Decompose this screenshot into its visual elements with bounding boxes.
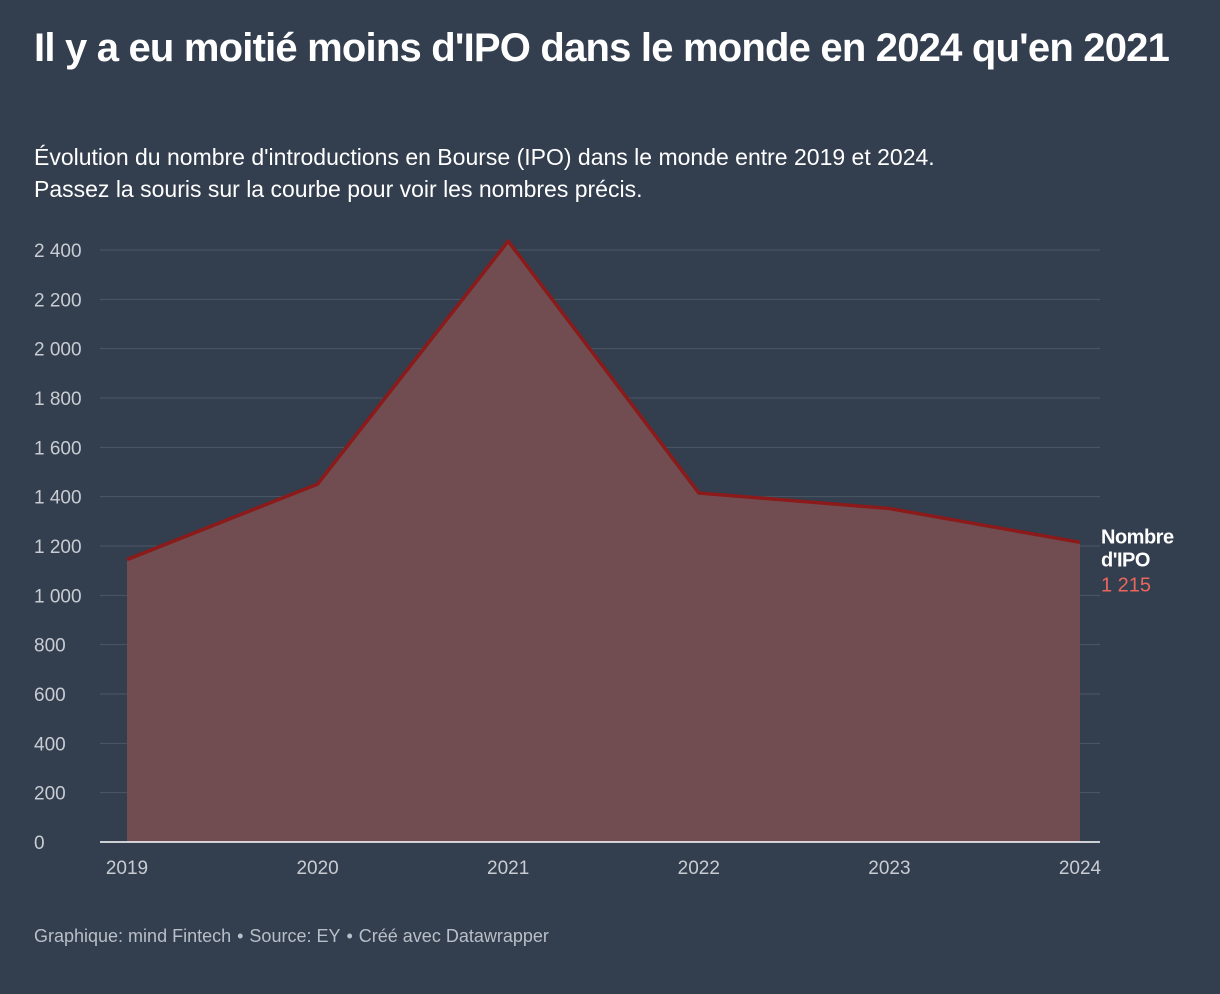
x-tick-label: 2024 [1059, 858, 1102, 879]
series-line [126, 239, 1081, 562]
y-tick-label: 200 [34, 784, 66, 805]
area-fill [127, 241, 1080, 842]
y-tick-label: 1 200 [34, 537, 82, 558]
subtitle-line-1: Évolution du nombre d'introductions en B… [34, 144, 935, 170]
subtitle-line-2: Passez la souris sur la courbe pour voir… [34, 176, 643, 202]
footer-graphic-credit: Graphique: mind Fintech [34, 926, 232, 946]
y-tick-label: 1 400 [34, 488, 82, 509]
series-label: d'IPO [1101, 549, 1150, 571]
last-value-label: 1 215 [1101, 574, 1151, 596]
y-tick-label: 1 600 [34, 438, 82, 459]
chart-footer: Graphique: mind Fintech • Source: EY • Créé … [34, 926, 549, 947]
x-tick-label: 2022 [678, 858, 720, 879]
footer-source: Source: EY [249, 926, 341, 946]
footer-separator: • [346, 926, 353, 946]
y-tick-label: 1 800 [34, 389, 82, 410]
x-tick-label: 2023 [868, 858, 910, 879]
x-tick-label: 2021 [487, 858, 529, 879]
y-tick-label: 2 400 [34, 241, 82, 262]
footer-datawrapper-credit: Créé avec Datawrapper [358, 926, 549, 946]
chart-title: Il y a eu moitié moins d'IPO dans le mon… [34, 26, 1170, 70]
series-label: Nombre [1101, 526, 1174, 548]
x-tick-label: 2020 [296, 858, 338, 879]
y-tick-label: 2 000 [34, 340, 82, 361]
y-tick-label: 1 000 [34, 586, 82, 607]
chart-subtitle: Évolution du nombre d'introductions en B… [34, 141, 1194, 205]
y-tick-label: 0 [34, 833, 45, 854]
y-tick-label: 2 200 [34, 290, 82, 311]
y-tick-label: 600 [34, 685, 66, 706]
y-tick-label: 800 [34, 636, 66, 657]
y-tick-label: 400 [34, 734, 66, 755]
footer-separator: • [237, 926, 244, 946]
x-tick-label: 2019 [106, 858, 148, 879]
